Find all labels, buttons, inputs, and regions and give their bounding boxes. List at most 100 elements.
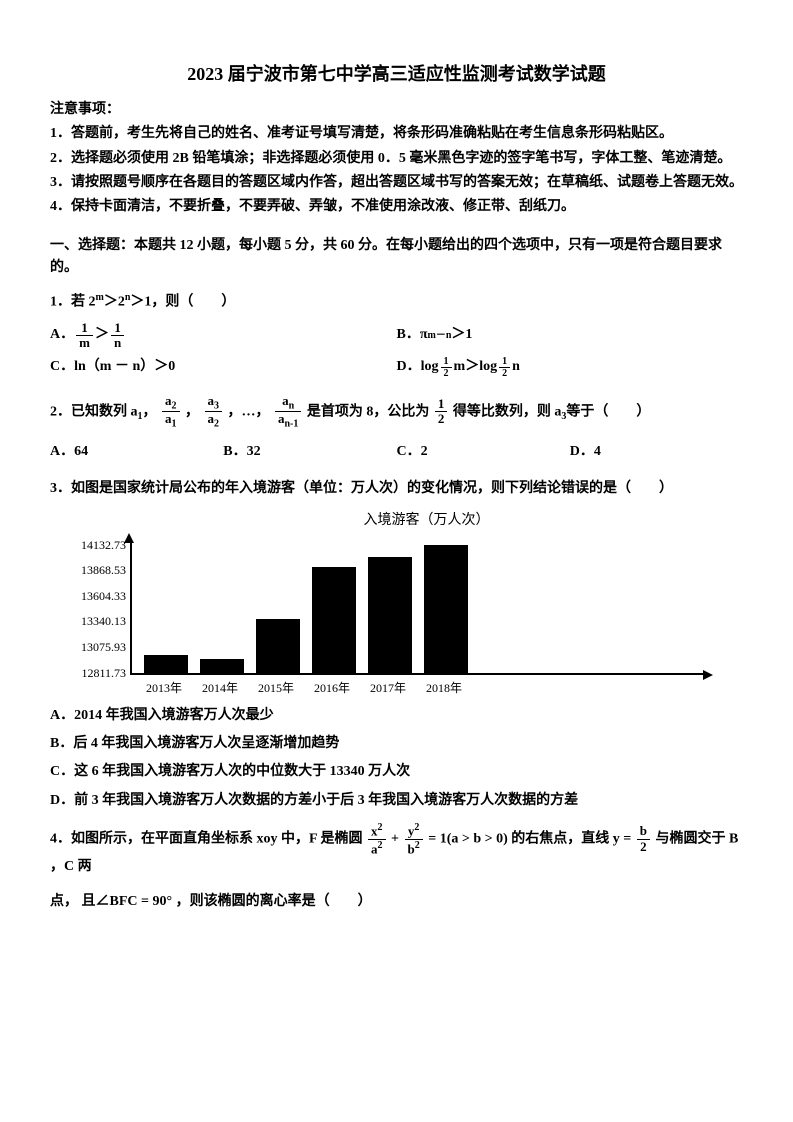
arrow-right-icon: [703, 670, 713, 680]
q3-option-c: C．这 6 年我国入境游客万人次的中位数大于 13340 万人次: [50, 761, 743, 783]
gt-symbol: ＞: [95, 324, 109, 346]
bar-2014: [200, 659, 244, 673]
q2-option-c: C．2: [397, 436, 570, 468]
section-1-header: 一、选择题：本题共 12 小题，每小题 5 分，共 60 分。在每小题给出的四个…: [50, 235, 743, 280]
notice-header: 注意事项：: [50, 99, 743, 121]
arrow-up-icon: [124, 533, 134, 543]
s: 1: [172, 419, 177, 430]
notice-item-2: 2．选择题必须使用 2B 铅笔填涂；非选择题必须使用 0．5 毫米黑色字迹的签字…: [50, 148, 743, 170]
question-4-line2: 点， 且∠BFC = 90° ，则该椭圆的离心率是（ ）: [50, 891, 743, 913]
plus: +: [391, 831, 399, 846]
log-base-icon: 12: [499, 356, 510, 379]
frac-den: 2: [499, 368, 510, 379]
frac-num: b: [637, 824, 650, 839]
comma: ，: [185, 404, 199, 419]
frac-den: 2: [441, 368, 452, 379]
bar-2017: [368, 557, 412, 673]
y-label: 12811.73: [60, 667, 126, 679]
fraction-icon: y2b2: [405, 822, 423, 856]
frac-num: 1: [499, 356, 510, 368]
frac-num: 1: [441, 356, 452, 368]
question-2: 2．已知数列 a1， a2a1 ， a3a2 ，…， anan-1 是首项为 8…: [50, 394, 743, 430]
q1-stem-c: ＞1，则（ ）: [130, 294, 235, 309]
x-label: 2014年: [192, 679, 248, 698]
fraction-icon: a2a1: [162, 394, 180, 430]
frac-num: 1: [111, 321, 124, 336]
y-label: 13604.33: [60, 590, 126, 602]
y-axis: 14132.73 13868.53 13604.33 13340.13 1307…: [60, 539, 126, 679]
q1-option-a: A． 1m ＞ 1n: [50, 320, 397, 352]
q3-option-a: A．2014 年我国入境游客万人次最少: [50, 705, 743, 727]
bar-2015: [256, 619, 300, 673]
fraction-icon: a3a2: [205, 394, 223, 430]
q1-b-label: B．π: [397, 324, 428, 346]
fraction-icon: 12: [435, 397, 448, 427]
dots: ，…，: [228, 404, 270, 419]
chart-title: 入境游客（万人次）: [110, 510, 743, 532]
bar-chart: 14132.73 13868.53 13604.33 13340.13 1307…: [60, 539, 743, 699]
plot-area: [130, 543, 703, 675]
bar-2013: [144, 655, 188, 673]
frac-num: a3: [205, 394, 223, 413]
y-label: 13340.13: [60, 615, 126, 627]
frac-num: a2: [162, 394, 180, 413]
log-arg: n: [512, 356, 520, 378]
frac-den: a2: [205, 412, 223, 430]
frac-num: x2: [368, 822, 386, 840]
bar-2018: [424, 545, 468, 673]
notice-item-4: 4．保持卡面清洁，不要折叠，不要弄破、弄皱，不准使用涂改液、修正带、刮纸刀。: [50, 196, 743, 218]
q1-b-tail: ＞1: [451, 324, 472, 346]
q3-option-b: B．后 4 年我国入境游客万人次呈逐渐增加趋势: [50, 733, 743, 755]
s: 2: [378, 822, 383, 833]
q2-tail2: 等于（ ）: [566, 404, 650, 419]
y-label: 14132.73: [60, 539, 126, 551]
frac-num: 1: [435, 397, 448, 412]
q1-stem-b: ＞2: [104, 294, 125, 309]
frac-den: a2: [368, 840, 386, 857]
q1-option-d: D． log12m ＞ log12n: [397, 352, 744, 384]
q2-option-d: D．4: [570, 436, 743, 468]
frac-num: an: [275, 394, 301, 413]
fraction-icon: b2: [637, 824, 650, 854]
s: n: [289, 400, 295, 411]
q2-a: 2．已知数列 a: [50, 404, 138, 419]
frac-den: b2: [405, 840, 423, 857]
q1-option-b: B．πm－n＞1: [397, 320, 744, 352]
question-4: 4．如图所示，在平面直角坐标系 xoy 中，F 是椭圆 x2a2 + y2b2 …: [50, 822, 743, 879]
frac-num: 1: [76, 321, 93, 336]
q1-a-label: A．: [50, 324, 74, 346]
notice-item-1: 1．答题前，考生先将自己的姓名、准考证号填写清楚，将条形码准确粘贴在考生信息条形…: [50, 123, 743, 145]
y-label: 13868.53: [60, 564, 126, 576]
frac-num: y2: [405, 822, 423, 840]
t: b: [408, 841, 415, 856]
frac-den: a1: [162, 412, 180, 430]
x-label: 2016年: [304, 679, 360, 698]
q4-p1: 4．如图所示，在平面直角坐标系 xoy 中，F 是椭圆: [50, 831, 363, 846]
notice-item-3: 3．请按照题号顺序在各题目的答题区域内作答，超出答题区域书写的答案无效；在草稿纸…: [50, 172, 743, 194]
q1-stem-a: 1．若 2: [50, 294, 96, 309]
x-label: 2013年: [136, 679, 192, 698]
frac-den: 2: [435, 412, 448, 426]
s: 2: [172, 400, 177, 411]
q2-option-a: A．64: [50, 436, 223, 468]
q1-exp-m: m: [96, 292, 104, 303]
frac-den: 2: [637, 840, 650, 854]
gt-symbol: ＞: [465, 356, 479, 378]
s: 2: [415, 840, 420, 851]
log-text: log: [421, 356, 439, 378]
comma: ，: [143, 404, 157, 419]
q4-eq: = 1(a > b > 0) 的右焦点，直线 y =: [428, 831, 631, 846]
exam-title: 2023 届宁波市第七中学高三适应性监测考试数学试题: [50, 60, 743, 89]
q1-option-c: C．ln（m － n）＞0: [50, 352, 397, 384]
bar-2016: [312, 567, 356, 673]
log-arg: m: [454, 356, 466, 378]
q2-tail: 得等比数列，则 a: [453, 404, 562, 419]
s: 3: [214, 400, 219, 411]
s: 2: [414, 822, 419, 833]
s: 2: [378, 840, 383, 851]
q2-mid: 是首项为 8，公比为: [307, 404, 430, 419]
fraction-icon: x2a2: [368, 822, 386, 856]
frac-den: an-1: [275, 412, 301, 430]
x-axis: 2013年 2014年 2015年 2016年 2017年 2018年: [130, 679, 703, 699]
x-label: 2018年: [416, 679, 472, 698]
